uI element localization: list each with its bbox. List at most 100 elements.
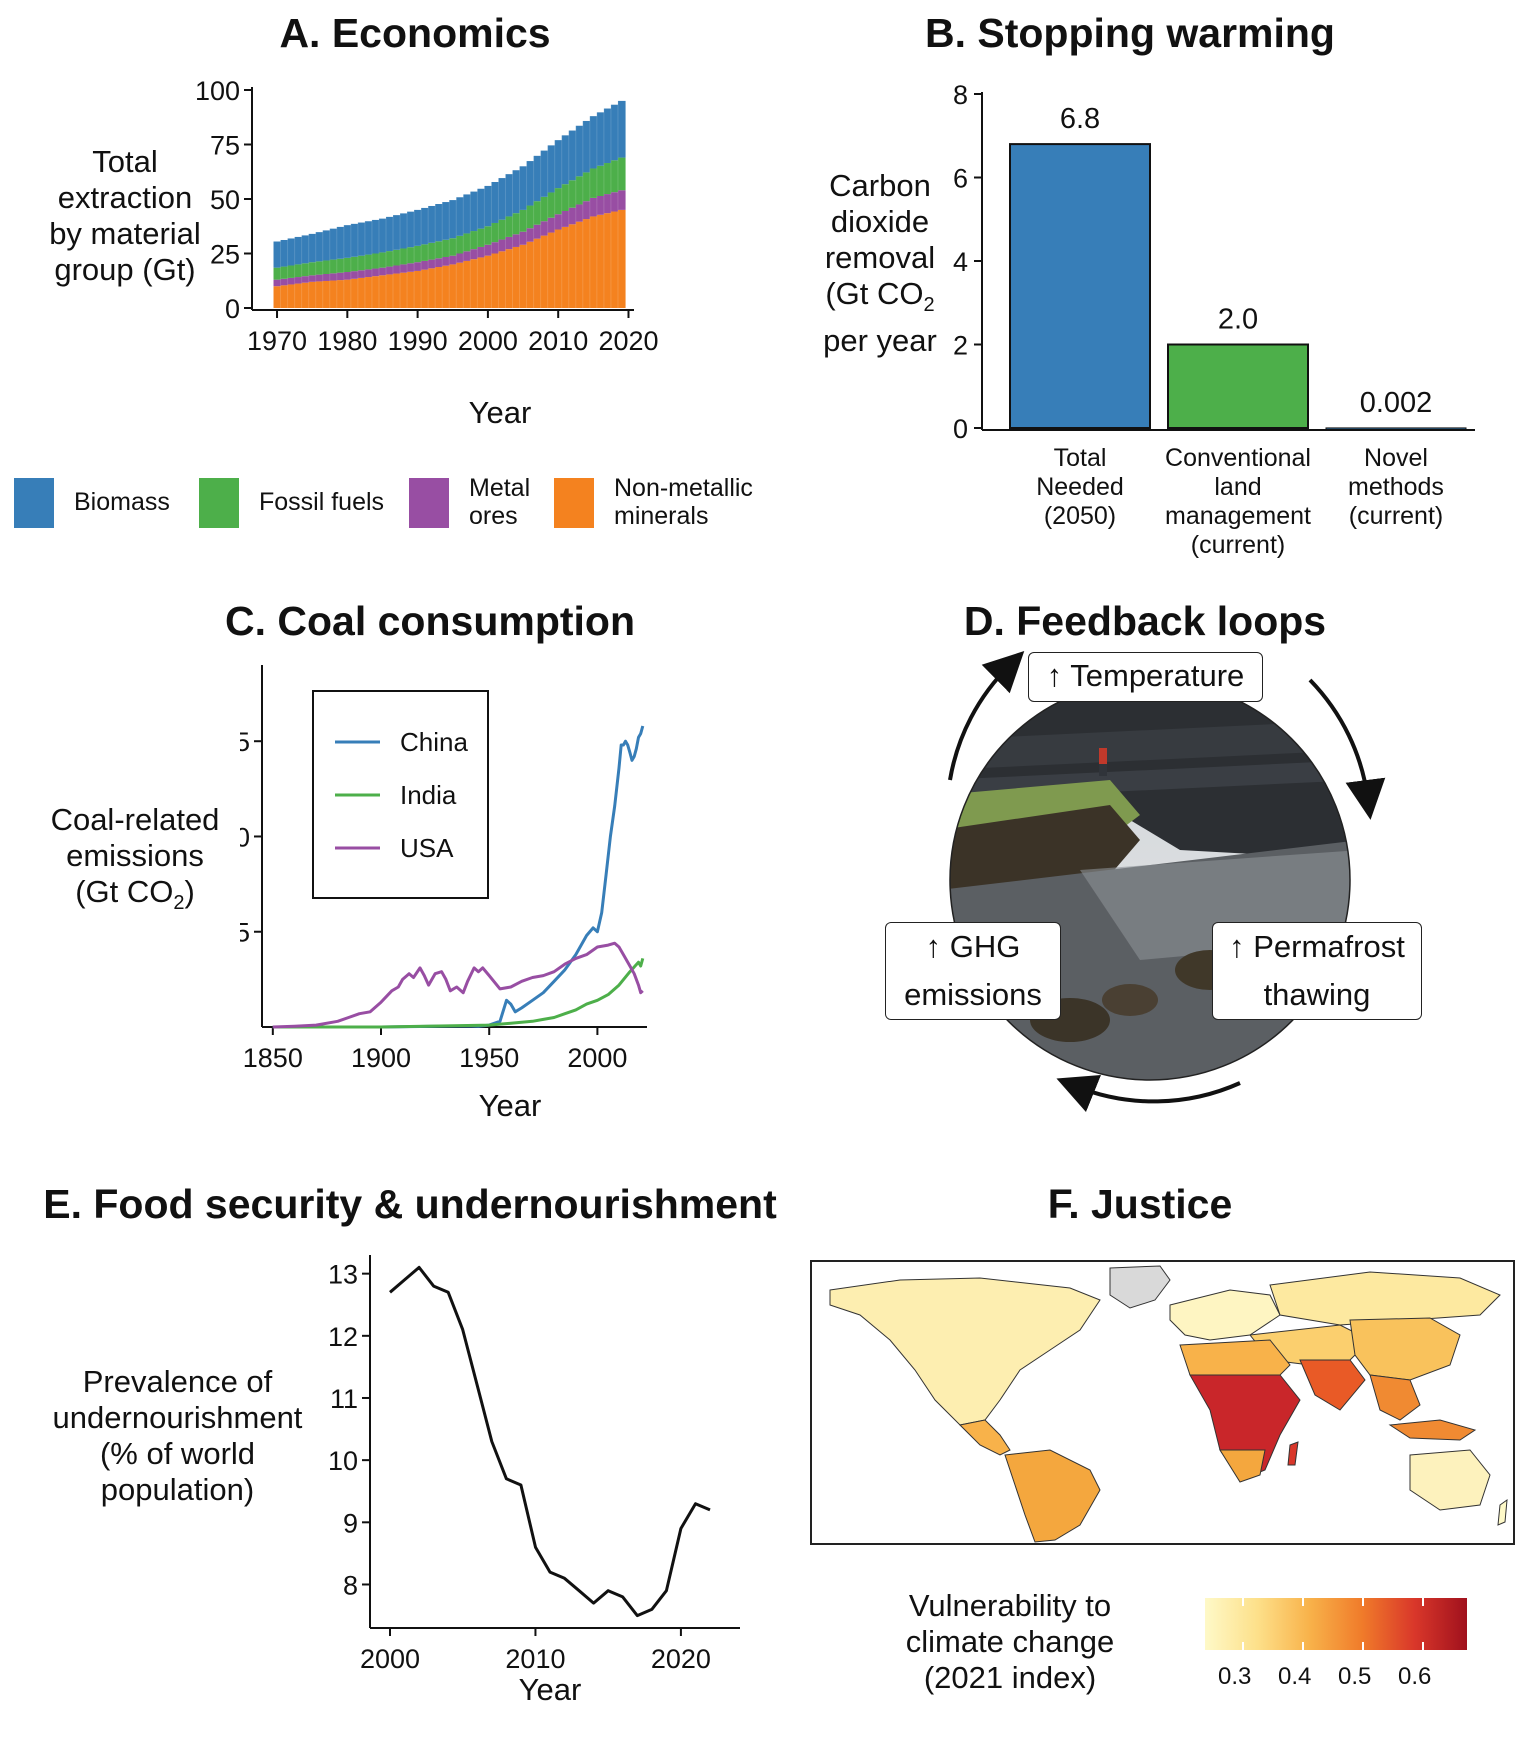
box-ghg-line: emissions: [904, 977, 1042, 1012]
area-segment-metal-ores: [526, 228, 535, 242]
area-segment-non-metallic-minerals: [449, 264, 457, 308]
area-segment-biomass: [491, 181, 500, 223]
area-segment-metal-ores: [596, 196, 605, 215]
y-tick-label: 11: [330, 1384, 358, 1414]
area-segment-metal-ores: [428, 259, 436, 269]
panel-d-diagram: [948, 650, 1386, 1113]
area-segment-non-metallic-minerals: [498, 251, 507, 308]
area-segment-biomass: [280, 239, 289, 267]
area-segment-fossil-fuels: [610, 160, 619, 193]
area-segment-metal-ores: [547, 217, 556, 233]
map-south-america: [1004, 1449, 1101, 1543]
area-segment-metal-ores: [435, 258, 443, 268]
area-segment-non-metallic-minerals: [554, 229, 563, 308]
area-segment-biomass: [617, 100, 626, 158]
area-segment-non-metallic-minerals: [371, 276, 380, 308]
panel-b-title: B. Stopping warming: [925, 10, 1335, 56]
category-label: Conventional: [1165, 444, 1311, 472]
area-segment-non-metallic-minerals: [456, 262, 464, 308]
area-segment-fossil-fuels: [385, 251, 394, 267]
area-segment-fossil-fuels: [407, 247, 415, 264]
series-line-india: [272, 958, 645, 1029]
area-segment-biomass: [582, 120, 591, 173]
area-segment-biomass: [477, 188, 485, 229]
area-segment-fossil-fuels: [533, 201, 542, 225]
area-segment-metal-ores: [610, 192, 619, 212]
map-indonesia: [1388, 1419, 1477, 1441]
map-north-africa: [1179, 1339, 1291, 1376]
area-segment-metal-ores: [484, 244, 493, 256]
map-subsaharan-africa: [1189, 1374, 1301, 1481]
bar-1: [1167, 343, 1309, 429]
area-segment-non-metallic-minerals: [477, 257, 485, 308]
area-segment-metal-ores: [498, 239, 507, 252]
area-segment-non-metallic-minerals: [400, 272, 408, 308]
area-segment-non-metallic-minerals: [526, 241, 535, 308]
area-segment-biomass: [449, 200, 457, 239]
area-segment-fossil-fuels: [273, 267, 282, 280]
area-segment-non-metallic-minerals: [610, 211, 619, 308]
area-segment-metal-ores: [456, 253, 464, 263]
area-segment-metal-ores: [491, 242, 500, 254]
area-segment-fossil-fuels: [582, 172, 591, 202]
panel-b-ylabel-line: Carbon: [829, 168, 931, 203]
legend-label: India: [400, 780, 457, 810]
area-segment-metal-ores: [357, 270, 366, 278]
category-label: management: [1165, 502, 1311, 530]
area-segment-fossil-fuels: [540, 196, 549, 222]
area-segment-fossil-fuels: [596, 165, 605, 197]
area-segment-biomass: [421, 207, 429, 245]
panel-b-ylabel-line: per year: [823, 323, 937, 359]
colorbar-tick-mark: [1301, 1642, 1304, 1650]
y-tick-label: 4: [953, 247, 968, 277]
panel-f-legend-title-line: (2021 index): [923, 1660, 1097, 1695]
area-segment-non-metallic-minerals: [336, 280, 345, 308]
bar-value-label: 2.0: [1218, 304, 1258, 336]
category-label: (current): [1191, 531, 1285, 559]
area-segment-biomass: [435, 204, 443, 242]
area-segment-fossil-fuels: [442, 239, 450, 257]
panel-a-chart: 0 25 50 75 100 1970 1980 1990 2000 2010 2020: [195, 76, 659, 356]
area-segment-metal-ores: [582, 201, 591, 220]
area-segment-non-metallic-minerals: [533, 238, 542, 308]
y-tick-label: 0: [953, 414, 968, 444]
area-segment-metal-ores: [512, 234, 521, 247]
panel-e-chart: 8 9 10 11 12 13 2000 2010 2020: [328, 1255, 740, 1674]
area-segment-non-metallic-minerals: [519, 244, 528, 308]
area-segment-biomass: [308, 233, 317, 263]
y-tick-label: 9: [343, 1508, 358, 1538]
area-segment-metal-ores: [589, 197, 598, 217]
area-segment-biomass: [371, 219, 380, 254]
legend-swatch: [554, 478, 594, 528]
area-segment-non-metallic-minerals: [385, 274, 394, 308]
panel-e-ylabel-line: Prevalence of: [82, 1364, 273, 1399]
area-segment-biomass: [343, 225, 352, 258]
x-tick-label: 2010: [528, 326, 588, 356]
area-segment-metal-ores: [414, 262, 422, 271]
panel-a-title: A. Economics: [279, 10, 551, 56]
map-south-asia: [1299, 1359, 1366, 1411]
series-line: [389, 1265, 711, 1618]
area-segment-non-metallic-minerals: [428, 268, 436, 308]
area-segment-non-metallic-minerals: [407, 271, 415, 308]
area-segment-biomass: [407, 211, 415, 248]
area-segment-metal-ores: [273, 279, 282, 287]
area-segment-fossil-fuels: [554, 188, 563, 215]
box-ghg-line: ↑ GHG: [925, 929, 1021, 964]
area-segment-fossil-fuels: [294, 264, 303, 278]
area-segment-biomass: [463, 194, 471, 234]
area-segment-metal-ores: [505, 236, 514, 250]
area-segment-non-metallic-minerals: [568, 224, 577, 308]
x-tick-label: 2020: [598, 326, 658, 356]
x-tick-label: 2010: [505, 1644, 565, 1674]
panel-b-ylabel-line: removal: [824, 240, 936, 275]
area-segment-biomass: [540, 150, 549, 197]
area-segment-metal-ores: [343, 272, 352, 280]
area-segment-non-metallic-minerals: [357, 277, 366, 308]
area-segment-biomass: [561, 135, 570, 185]
y-tick-label: 6: [953, 164, 968, 194]
area-segment-fossil-fuels: [449, 238, 457, 256]
colorbar-tick-mark: [1241, 1642, 1244, 1650]
area-segment-biomass: [315, 232, 324, 262]
area-segment-biomass: [428, 205, 436, 243]
